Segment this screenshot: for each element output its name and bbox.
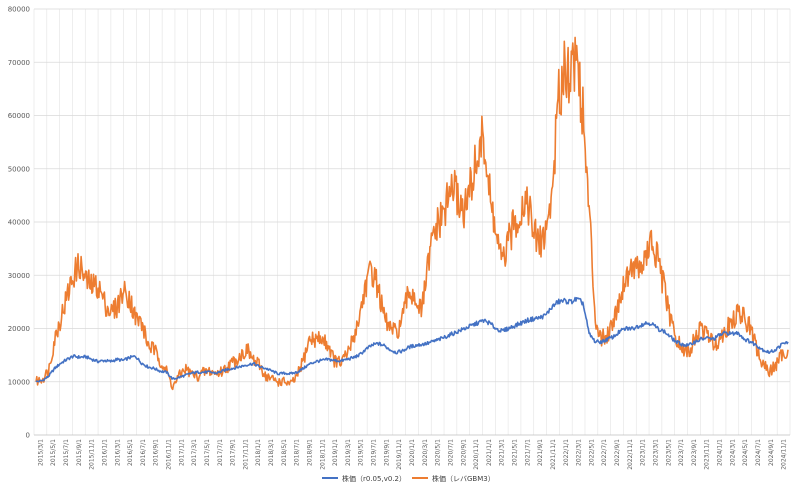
x-tick-label: 2017/11/1 — [242, 439, 249, 470]
x-tick-label: 2018/5/1 — [281, 439, 288, 466]
x-tick-label: 2015/9/1 — [76, 439, 83, 466]
x-tick-label: 2021/1/1 — [486, 439, 493, 466]
x-tick-label: 2022/11/1 — [627, 439, 634, 470]
x-tick-label: 2023/3/1 — [652, 439, 659, 466]
x-tick-label: 2021/9/1 — [537, 439, 544, 466]
x-tick-label: 2015/11/1 — [89, 439, 96, 470]
x-tick-label: 2016/11/1 — [166, 439, 173, 470]
x-tick-label: 2022/3/1 — [576, 439, 583, 466]
x-tick-label: 2016/1/1 — [101, 439, 108, 466]
series-line-1 — [35, 296, 789, 383]
x-axis: 2015/3/1 2015/5/1 2015/7/1 2015/9/1 2015/11/… — [37, 439, 787, 470]
x-tick-label: 2022/1/1 — [563, 439, 570, 466]
x-tick-label: 2024/7/1 — [755, 439, 762, 466]
y-tick-label: 80000 — [8, 6, 30, 14]
x-tick-label: 2023/9/1 — [691, 439, 698, 466]
x-tick-label: 2018/9/1 — [306, 439, 313, 466]
x-tick-label: 2017/1/1 — [178, 439, 185, 466]
y-axis: 0 10000 20000 30000 40000 50000 60000 70000 8000… — [8, 6, 30, 440]
x-tick-label: 2016/5/1 — [127, 439, 134, 466]
x-tick-label: 2019/11/1 — [396, 439, 403, 470]
legend-label-series-2: 株価（レバGBM3） — [432, 474, 495, 483]
y-tick-label: 40000 — [8, 219, 30, 227]
x-tick-label: 2018/1/1 — [255, 439, 262, 466]
x-tick-label: 2022/5/1 — [588, 439, 595, 466]
x-tick-label: 2015/7/1 — [63, 439, 70, 466]
x-tick-label: 2017/9/1 — [230, 439, 237, 466]
x-tick-label: 2024/9/1 — [768, 439, 775, 466]
x-tick-label: 2016/7/1 — [140, 439, 147, 466]
x-tick-label: 2019/9/1 — [383, 439, 390, 466]
x-tick-label: 2018/3/1 — [268, 439, 275, 466]
x-tick-label: 2015/5/1 — [50, 439, 57, 466]
x-tick-label: 2015/3/1 — [37, 439, 44, 466]
x-tick-label: 2024/11/1 — [781, 439, 788, 470]
x-tick-label: 2017/7/1 — [217, 439, 224, 466]
x-tick-label: 2024/5/1 — [742, 439, 749, 466]
x-tick-label: 2020/11/1 — [473, 439, 480, 470]
x-tick-label: 2020/3/1 — [422, 439, 429, 466]
x-tick-label: 2018/11/1 — [319, 439, 326, 470]
x-tick-label: 2019/3/1 — [345, 439, 352, 466]
y-tick-label: 70000 — [8, 59, 30, 67]
x-tick-label: 2020/9/1 — [460, 439, 467, 466]
x-tick-label: 2019/1/1 — [332, 439, 339, 466]
x-tick-label: 2022/9/1 — [614, 439, 621, 466]
series-line-2 — [35, 36, 789, 391]
series-lines — [35, 36, 789, 391]
x-tick-label: 2023/11/1 — [704, 439, 711, 470]
x-tick-label: 2020/5/1 — [435, 439, 442, 466]
y-tick-label: 20000 — [8, 325, 30, 333]
x-tick-label: 2021/11/1 — [550, 439, 557, 470]
x-tick-label: 2022/7/1 — [601, 439, 608, 466]
x-tick-label: 2023/7/1 — [678, 439, 685, 466]
x-tick-label: 2016/9/1 — [153, 439, 160, 466]
x-tick-label: 2020/1/1 — [409, 439, 416, 466]
x-tick-label: 2017/3/1 — [191, 439, 198, 466]
x-tick-label: 2016/3/1 — [114, 439, 121, 466]
legend: 株価（r0.05,v0.2） 株価（レバGBM3） — [322, 474, 495, 483]
x-tick-label: 2021/5/1 — [512, 439, 519, 466]
x-tick-label: 2018/7/1 — [294, 439, 301, 466]
x-tick-label: 2023/5/1 — [665, 439, 672, 466]
y-tick-label: 50000 — [8, 165, 30, 173]
x-tick-label: 2024/1/1 — [717, 439, 724, 466]
x-tick-label: 2023/1/1 — [640, 439, 647, 466]
x-tick-label: 2019/5/1 — [358, 439, 365, 466]
x-tick-label: 2020/7/1 — [447, 439, 454, 466]
y-tick-label: 0 — [26, 432, 30, 440]
x-tick-label: 2017/5/1 — [204, 439, 211, 466]
y-tick-label: 60000 — [8, 112, 30, 120]
x-tick-label: 2021/3/1 — [499, 439, 506, 466]
x-tick-label: 2024/3/1 — [729, 439, 736, 466]
y-tick-label: 10000 — [8, 378, 30, 386]
x-tick-label: 2021/7/1 — [524, 439, 531, 466]
grid — [33, 8, 791, 436]
y-tick-label: 30000 — [8, 272, 30, 280]
legend-label-series-1: 株価（r0.05,v0.2） — [342, 474, 406, 483]
x-tick-label: 2019/7/1 — [371, 439, 378, 466]
